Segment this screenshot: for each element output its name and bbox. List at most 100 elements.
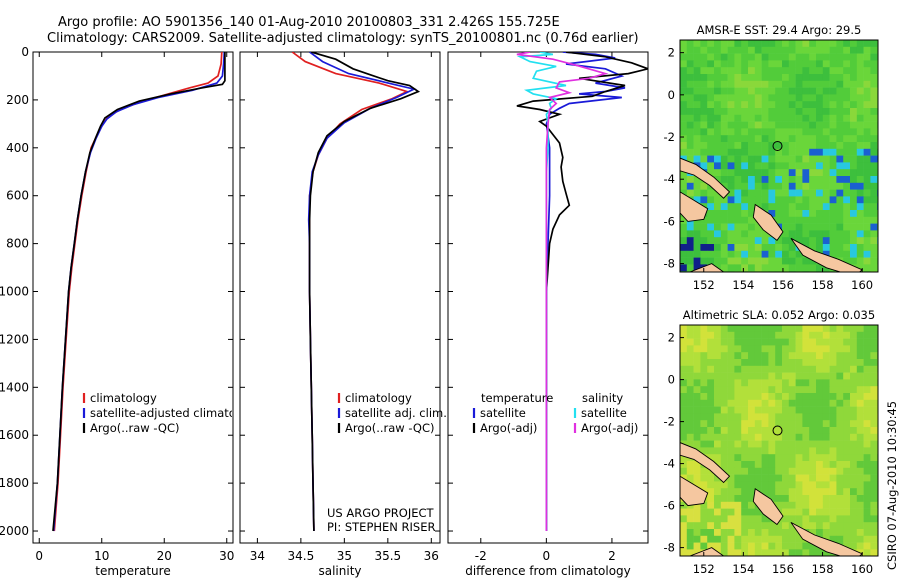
sla_map-cell [870, 427, 878, 435]
sla_map-cell [863, 515, 871, 523]
sst_map-cell [693, 237, 701, 245]
sst_map-cell [707, 60, 715, 68]
sla_map-cell [775, 379, 783, 387]
sst_map-cell [809, 182, 817, 190]
sla_map-cell [788, 338, 796, 346]
sla_map-cell [856, 447, 864, 455]
sst_map-ytick-label: 2 [668, 46, 675, 60]
sla_map-cell [836, 461, 844, 469]
sst_map-cell [829, 210, 837, 218]
sst_map-cell [836, 148, 844, 156]
sst_map-cell [836, 155, 844, 163]
sst_map-cell [856, 182, 864, 190]
sst_map-ytick-label: -8 [664, 257, 675, 271]
sla_map-cell [693, 522, 701, 530]
sla_map-cell [816, 501, 824, 509]
sla_map-cell [754, 345, 762, 353]
sst_map-cell [829, 196, 837, 204]
sla_map-cell [707, 399, 715, 407]
sst_map-cell [788, 162, 796, 170]
sla_map-cell [836, 325, 844, 333]
sst_map-cell [856, 264, 864, 272]
sst_map-cell [802, 148, 810, 156]
sla_map-cell [680, 393, 688, 401]
sla_map-cell [720, 535, 728, 543]
sla_map-cell [816, 515, 824, 523]
sst_map-cell [686, 40, 694, 48]
sst_map-cell [870, 196, 878, 204]
sla_map-cell [761, 345, 769, 353]
sst_map-cell [734, 108, 742, 116]
sst_map-cell [748, 182, 756, 190]
sla_map-cell [700, 406, 708, 414]
sla_map-cell [856, 399, 864, 407]
sla_map-cell [741, 481, 749, 489]
sst_map-cell [720, 40, 728, 48]
sst_map-cell [836, 250, 844, 258]
sst_map-cell [822, 176, 830, 184]
sst_map-cell [748, 210, 756, 218]
sst_map-cell [686, 264, 694, 272]
sst_map-cell [761, 121, 769, 129]
sla_map-cell [843, 508, 851, 516]
sla_map-cell [693, 542, 701, 550]
sla_map-cell [734, 542, 742, 550]
sst_map-cell [809, 94, 817, 102]
sst_map-cell [754, 169, 762, 177]
sla_map-cell [829, 399, 837, 407]
sst_map-cell [741, 108, 749, 116]
sst_map-cell [856, 169, 864, 177]
sst_map-cell [782, 203, 790, 211]
difference-salinity-legend-label: satellite [581, 406, 627, 420]
sla_map-cell [720, 515, 728, 523]
sst_map-xtick-label: 152 [693, 278, 715, 292]
sla_map-cell [850, 399, 858, 407]
sst_map-cell [734, 250, 742, 258]
sst_map-cell [822, 108, 830, 116]
sla_map-cell [843, 495, 851, 503]
sla_map-cell [748, 372, 756, 380]
sla_map-cell [707, 331, 715, 339]
sst_map-cell [856, 237, 864, 245]
sst_map-cell [714, 142, 722, 150]
sst_map-cell [707, 189, 715, 197]
sla_map-cell [782, 467, 790, 475]
sst_map-cell [829, 250, 837, 258]
sla_map-cell [788, 325, 796, 333]
sst_map-cell [816, 176, 824, 184]
sla_map-cell [727, 433, 735, 441]
sla_map-cell [714, 522, 722, 530]
sla_map-cell [809, 522, 817, 530]
sla_map-cell [686, 413, 694, 421]
sla_map-cell [707, 359, 715, 367]
sla_map-cell [700, 440, 708, 448]
sla_map-cell [741, 535, 749, 543]
sla_map-cell [727, 515, 735, 523]
sst_map-cell [741, 250, 749, 258]
sst_map-cell [700, 244, 708, 252]
sla_map-cell [850, 501, 858, 509]
sla_map-cell [782, 413, 790, 421]
sla_map-cell [748, 427, 756, 435]
sla_map-cell [680, 515, 688, 523]
sst_map-cell [775, 53, 783, 61]
sst_map-land-0 [680, 157, 731, 199]
sla_map-cell [700, 535, 708, 543]
sst_map-cell [686, 148, 694, 156]
sla_map-cell [836, 393, 844, 401]
sst_map-cell [775, 244, 783, 252]
sla_map-cell [693, 508, 701, 516]
sla_map-cell [870, 420, 878, 428]
sst_map-cell [741, 114, 749, 122]
sst_map-cell [863, 264, 871, 272]
temperature-legend-label: Argo(..raw -QC) [90, 421, 180, 435]
sla_map-cell [761, 406, 769, 414]
sla_map-cell [727, 406, 735, 414]
sla_map-cell [809, 508, 817, 516]
sla_map-cell [788, 427, 796, 435]
sla_map-cell [782, 399, 790, 407]
sla_map-cell [768, 447, 776, 455]
sst_map-cell [768, 210, 776, 218]
sst_map-cell [754, 108, 762, 116]
